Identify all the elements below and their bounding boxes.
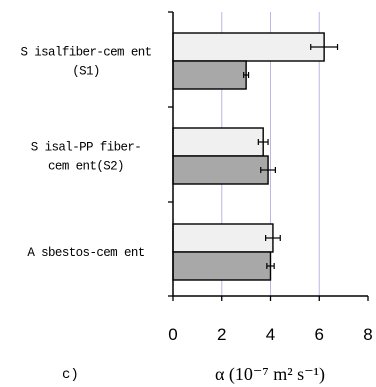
category-label: cem ent(S2) <box>48 160 124 174</box>
category-labels: S isalfiber-cem ent (S1) S isal-PP fiber-c… <box>20 46 152 261</box>
x-tick-label: 6 <box>315 325 324 344</box>
bar <box>172 251 272 281</box>
bar <box>172 155 269 185</box>
x-tick-label: 4 <box>266 325 275 344</box>
bar <box>172 32 325 62</box>
category-label: (S1) <box>72 65 100 79</box>
x-tick-label: 2 <box>217 325 226 344</box>
category-label: S isalfiber-cem ent <box>20 46 151 60</box>
panel-label: c) <box>62 367 79 383</box>
bar <box>172 223 274 253</box>
x-axis-title: α (10⁻⁷ m² s⁻¹) <box>215 364 325 385</box>
bar <box>172 60 247 90</box>
category-label: S isal-PP fiber- <box>31 141 141 155</box>
x-tick-label: 8 <box>363 325 372 344</box>
axes <box>168 11 369 301</box>
x-tick-label: 0 <box>168 325 177 344</box>
category-label: A sbestos-cem ent <box>27 246 144 260</box>
bar <box>172 127 264 157</box>
bars <box>172 32 339 281</box>
x-tick-labels: 0 2 4 6 8 <box>168 325 372 344</box>
